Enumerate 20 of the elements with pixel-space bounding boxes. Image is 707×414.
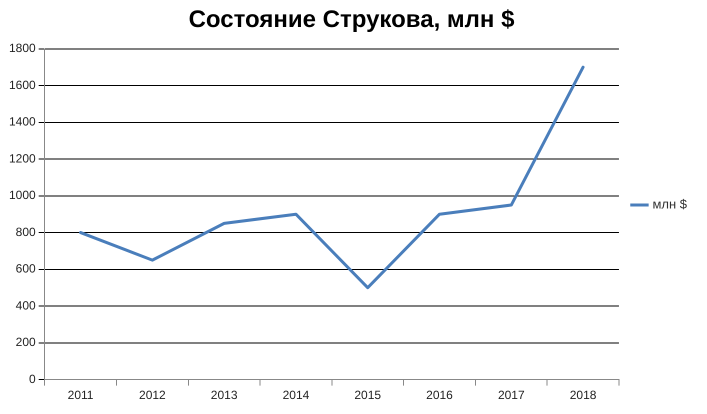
y-tick-label: 600 (16, 262, 36, 276)
x-tick-label: 2015 (354, 388, 382, 402)
x-tick-label: 2011 (68, 388, 94, 402)
chart-title: Состояние Струкова, млн $ (188, 6, 516, 34)
y-tick-label: 1000 (8, 188, 36, 202)
y-tick-label: 0 (29, 372, 36, 386)
x-tick-label: 2013 (210, 388, 238, 402)
legend-label: млн $ (652, 196, 688, 212)
y-tick-label: 1600 (8, 78, 36, 92)
y-tick-label: 1800 (8, 41, 36, 56)
y-tick-label: 1400 (8, 114, 36, 129)
x-tick-label: 2017 (498, 388, 525, 402)
x-tick-label: 2014 (282, 388, 310, 402)
y-tick-label: 800 (16, 224, 36, 239)
x-tick-label: 2016 (426, 388, 454, 402)
y-tick-label: 1200 (8, 151, 36, 166)
x-tick-label: 2012 (139, 388, 166, 402)
y-tick-label: 200 (16, 335, 36, 350)
y-tick-label: 400 (16, 298, 36, 312)
x-tick-label: 2018 (570, 388, 597, 402)
